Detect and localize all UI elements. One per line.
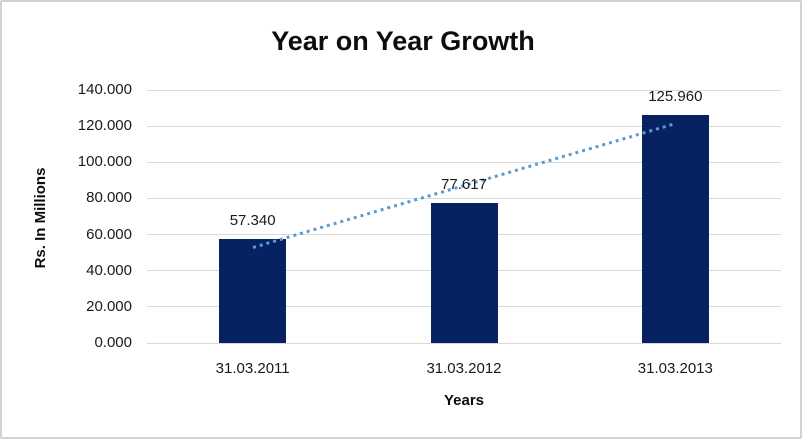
y-tick-label: 140.000 xyxy=(77,81,132,98)
bar xyxy=(430,202,498,343)
bar-value-label: 77.617 xyxy=(441,175,487,193)
gridline xyxy=(147,342,781,344)
bar xyxy=(641,115,709,343)
x-tick-label: 31.03.2013 xyxy=(637,360,713,377)
x-tick-label: 31.03.2012 xyxy=(426,360,502,377)
y-tick-label: 100.000 xyxy=(77,153,132,171)
gridline xyxy=(147,89,781,91)
y-tick-label: 20.000 xyxy=(86,297,132,315)
bar-value-label: 57.340 xyxy=(229,212,276,230)
gridline xyxy=(147,197,781,199)
bar-value-label: 125.960 xyxy=(648,88,703,106)
x-tick-label: 31.03.2011 xyxy=(215,360,290,377)
chart-title: Year on Year Growth xyxy=(271,26,535,56)
y-tick-label: 40.000 xyxy=(86,261,132,279)
y-tick-label: 60.000 xyxy=(86,225,132,243)
x-axis-title: Years xyxy=(443,392,485,409)
gridline xyxy=(147,161,781,163)
y-tick-label: 120.000 xyxy=(77,117,132,135)
bar xyxy=(219,239,287,343)
gridline xyxy=(147,125,781,127)
y-tick-label: 0.000 xyxy=(94,334,132,351)
y-tick-label: 80.000 xyxy=(86,189,132,207)
